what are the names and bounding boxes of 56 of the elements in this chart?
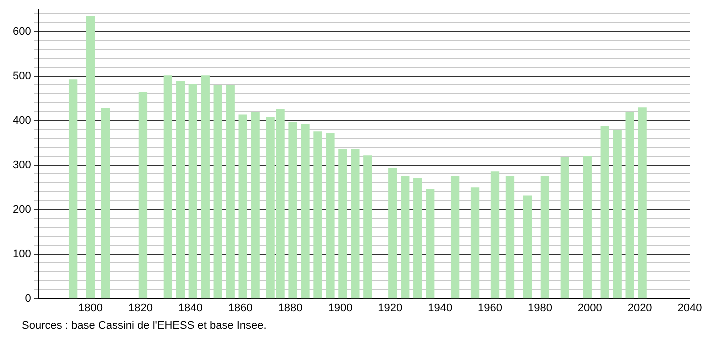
y-tick-label: 600: [12, 26, 32, 38]
bar: [364, 156, 372, 299]
bar: [338, 149, 348, 299]
bar: [583, 156, 592, 299]
x-tick-label: 1820: [128, 302, 153, 314]
bar: [326, 133, 335, 299]
bar: [450, 176, 460, 299]
bar: [288, 122, 298, 299]
bar: [176, 81, 185, 299]
bar: [470, 188, 480, 299]
x-tick-label: 1920: [378, 302, 403, 314]
bar: [351, 149, 360, 299]
x-tick-label: 2020: [628, 302, 652, 314]
y-tick-label: 0: [25, 292, 32, 305]
x-tick-label: 1880: [278, 302, 303, 314]
y-tick-label: 400: [12, 114, 32, 127]
x-tick-label: 1800: [78, 302, 104, 314]
bar: [314, 132, 322, 299]
x-tick-label: 1860: [228, 302, 253, 314]
bar: [540, 176, 550, 299]
bar: [238, 114, 248, 299]
bar: [301, 124, 310, 299]
bar: [626, 112, 634, 299]
bar: [506, 176, 515, 299]
source-note: Sources : base Cassini de l'EHESS et base Insee.: [22, 320, 267, 332]
bar: [101, 108, 110, 299]
bar: [426, 189, 435, 299]
x-tick-label: 1960: [478, 302, 503, 314]
x-tick-label: 1840: [178, 302, 203, 314]
x-tick-label: 1940: [428, 302, 453, 314]
bar: [401, 176, 410, 299]
x-tick-label: 1980: [528, 302, 552, 314]
bar: [201, 76, 210, 299]
bar: [490, 172, 500, 299]
bar: [188, 84, 198, 299]
bar: [164, 76, 173, 299]
x-tick-label: 2000: [578, 302, 602, 314]
bar: [600, 126, 610, 299]
bar: [523, 196, 532, 299]
bar: [388, 168, 398, 299]
x-tick-label: 1900: [328, 302, 353, 314]
bar: [68, 80, 78, 299]
bar: [214, 85, 222, 299]
bar: [560, 157, 570, 299]
bar: [226, 85, 235, 299]
y-tick-label: 200: [12, 204, 32, 216]
y-tick-label: 500: [12, 70, 32, 82]
y-tick-label: 300: [12, 159, 32, 172]
y-tick-label: 100: [12, 248, 32, 260]
bar: [638, 108, 647, 299]
bar: [251, 112, 260, 299]
x-tick-label: 2040: [678, 302, 702, 314]
bar: [613, 130, 622, 299]
bar: [86, 16, 96, 299]
bar: [414, 178, 422, 299]
bar: [138, 92, 148, 299]
